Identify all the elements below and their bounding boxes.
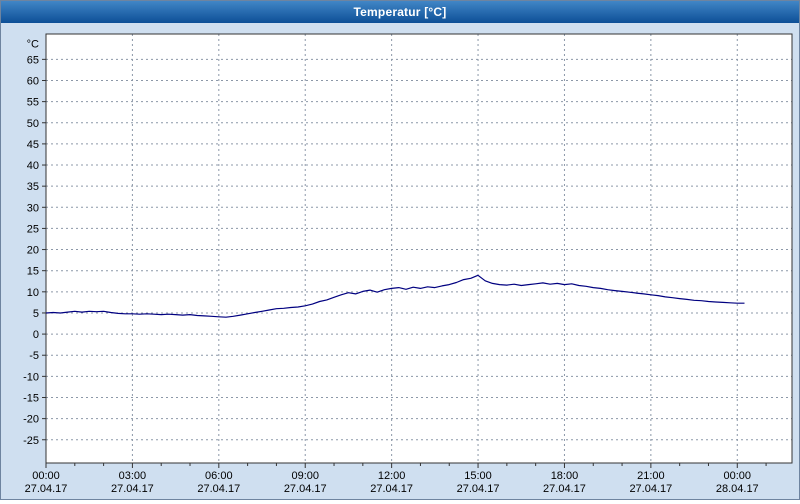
svg-text:27.04.17: 27.04.17 xyxy=(284,483,327,495)
svg-text:15:00: 15:00 xyxy=(464,470,492,482)
svg-text:27.04.17: 27.04.17 xyxy=(629,483,672,495)
svg-text:-25: -25 xyxy=(23,435,39,447)
svg-text:40: 40 xyxy=(27,160,39,172)
svg-text:28.04.17: 28.04.17 xyxy=(716,483,759,495)
svg-text:27.04.17: 27.04.17 xyxy=(370,483,413,495)
svg-text:06:00: 06:00 xyxy=(205,470,233,482)
svg-text:12:00: 12:00 xyxy=(378,470,406,482)
svg-text:-20: -20 xyxy=(23,414,39,426)
temperature-chart: 65 60 55 50 45 40 35 30 25 20 15 10 5 0 -5 -10 -15 -20 -25… xyxy=(1,23,799,499)
svg-text:0: 0 xyxy=(33,329,39,341)
svg-text:27.04.17: 27.04.17 xyxy=(457,483,500,495)
svg-text:27.04.17: 27.04.17 xyxy=(543,483,586,495)
svg-text:°C: °C xyxy=(27,38,39,50)
svg-text:09:00: 09:00 xyxy=(291,470,319,482)
svg-text:18:00: 18:00 xyxy=(551,470,579,482)
svg-text:65: 65 xyxy=(27,54,39,66)
svg-text:50: 50 xyxy=(27,118,39,130)
svg-text:00:00: 00:00 xyxy=(724,470,752,482)
svg-text:15: 15 xyxy=(27,266,39,278)
svg-text:-15: -15 xyxy=(23,392,39,404)
svg-text:60: 60 xyxy=(27,75,39,87)
svg-text:20: 20 xyxy=(27,245,39,257)
svg-text:03:00: 03:00 xyxy=(119,470,147,482)
window-titlebar: Temperatur [°C] xyxy=(1,1,799,23)
window-title: Temperatur [°C] xyxy=(353,5,447,19)
svg-text:5: 5 xyxy=(33,308,39,320)
svg-text:-5: -5 xyxy=(29,350,39,362)
svg-text:-10: -10 xyxy=(23,371,39,383)
svg-text:35: 35 xyxy=(27,181,39,193)
svg-text:55: 55 xyxy=(27,97,39,109)
svg-text:00:00: 00:00 xyxy=(32,470,60,482)
svg-text:27.04.17: 27.04.17 xyxy=(25,483,68,495)
svg-text:10: 10 xyxy=(27,287,39,299)
svg-text:45: 45 xyxy=(27,139,39,151)
svg-text:25: 25 xyxy=(27,223,39,235)
svg-text:27.04.17: 27.04.17 xyxy=(197,483,240,495)
svg-text:27.04.17: 27.04.17 xyxy=(111,483,154,495)
svg-text:21:00: 21:00 xyxy=(637,470,665,482)
svg-text:30: 30 xyxy=(27,202,39,214)
chart-canvas: 65605550454035302520151050-5-10-15-20-25… xyxy=(23,33,793,495)
